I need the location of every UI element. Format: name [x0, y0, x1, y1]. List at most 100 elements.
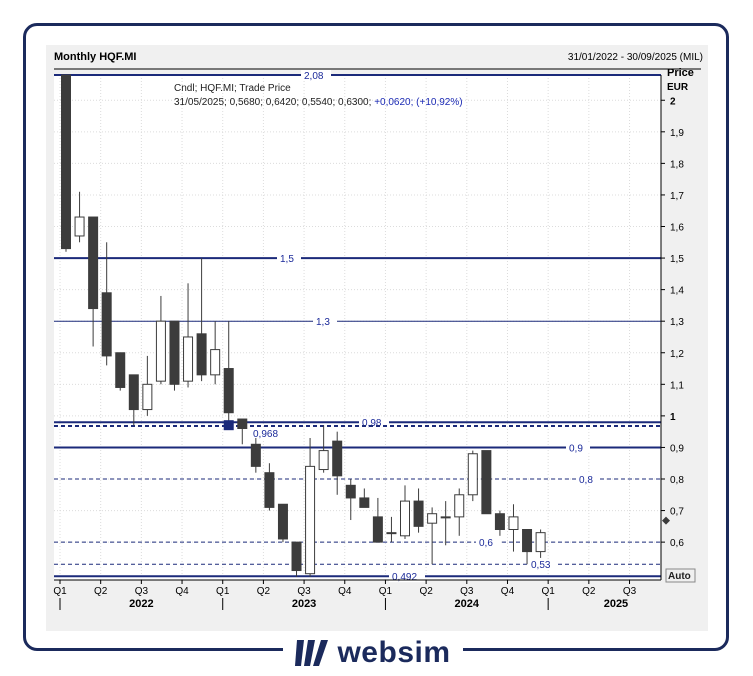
candle-body: [413, 500, 424, 527]
y-axis-unit: EUR: [667, 82, 689, 93]
candle-body: [345, 484, 356, 499]
y-axis-title: Price: [667, 67, 694, 79]
x-quarter-label: Q3: [623, 586, 637, 597]
candle-body: [128, 374, 139, 411]
x-quarter-label: Q4: [175, 586, 189, 597]
candle-body: [101, 292, 112, 357]
x-quarter-label: Q2: [419, 586, 433, 597]
x-quarter-label: Q4: [501, 586, 515, 597]
candle-body: [454, 494, 465, 518]
candle-body: [142, 383, 153, 411]
candle-body: [494, 513, 505, 530]
x-year-label: 2023: [292, 598, 316, 610]
plot-background: [54, 75, 661, 580]
x-quarter-label: Q3: [297, 586, 311, 597]
last-price-marker: [662, 516, 670, 525]
date-range: 31/01/2022 - 30/09/2025 (MIL): [568, 52, 703, 63]
candle-body: [522, 529, 533, 553]
y-tick-label: 1,5: [670, 254, 684, 265]
level-label-bg: [389, 571, 425, 583]
level-label-bg: [277, 253, 301, 265]
level-label: 1,3: [316, 317, 330, 328]
x-quarter-label: Q1: [379, 586, 393, 597]
y-tick-label: 0,8: [670, 475, 684, 486]
x-year-label: 2022: [129, 598, 153, 610]
brand-logo: websim: [283, 633, 463, 673]
legend-change: +0,0620; (+10,92%): [374, 97, 462, 108]
candle-body: [183, 336, 194, 382]
level-label: 0,6: [479, 538, 493, 549]
level-label: 1,5: [280, 254, 294, 265]
candle-body: [196, 333, 207, 376]
candle-body: [169, 320, 180, 385]
auto-scale-label: Auto: [668, 571, 691, 582]
candle-body: [88, 216, 99, 310]
candle-body: [440, 516, 451, 519]
x-quarter-label: Q1: [53, 586, 67, 597]
level-label: 2,08: [304, 71, 324, 82]
candle-body: [535, 532, 546, 553]
level-label-bg: [528, 559, 558, 571]
candle-body: [359, 497, 370, 508]
level-label: 0,8: [579, 475, 593, 486]
level-label-bg: [301, 70, 331, 81]
y-tick-label: 0,9: [670, 443, 684, 454]
candle-body: [400, 500, 410, 537]
x-quarter-label: Q1: [216, 586, 230, 597]
y-tick-label: 1,2: [670, 349, 684, 360]
candle-body: [318, 450, 329, 471]
candlestick-chart: Monthly HQF.MI 31/01/2022 - 30/09/2025 (M…: [53, 51, 703, 610]
x-year-label: 2025: [604, 598, 628, 610]
candle-body: [386, 532, 397, 535]
legend-line-1: Cndl; HQF.MI; Trade Price: [174, 83, 291, 94]
level-label: 0,98: [362, 418, 382, 429]
y-tick-label: 1: [670, 412, 676, 423]
level-label: 0,9: [569, 443, 583, 454]
x-quarter-label: Q2: [582, 586, 596, 597]
candle-body: [427, 513, 438, 524]
x-quarter-label: Q3: [135, 586, 149, 597]
y-tick-label: 1,1: [670, 380, 684, 391]
level-label-bg: [313, 316, 337, 328]
y-tick-label: 1,6: [670, 223, 684, 234]
candle-body: [250, 443, 261, 467]
level-label: 0,968: [253, 429, 278, 440]
level-label-bg: [576, 474, 600, 485]
candle-body: [210, 349, 221, 376]
candle-body: [508, 516, 519, 530]
y-tick-label: 0,7: [670, 507, 684, 518]
level-label-bg: [566, 442, 590, 454]
candle-body: [74, 216, 85, 237]
candle-body: [277, 503, 288, 540]
crosshair-marker: [223, 420, 234, 431]
x-quarter-label: Q2: [257, 586, 271, 597]
candle-body: [237, 418, 248, 429]
candle-body: [115, 352, 126, 388]
websim-logo-icon: [295, 640, 329, 666]
x-quarter-label: Q1: [541, 586, 555, 597]
candle-body: [372, 516, 383, 543]
chart-panel: Monthly HQF.MI 31/01/2022 - 30/09/2025 (M…: [46, 45, 708, 631]
x-quarter-label: Q4: [338, 586, 352, 597]
candle-body: [61, 74, 71, 250]
y-tick-label: 1,9: [670, 128, 684, 139]
auto-scale-button: [665, 568, 696, 583]
candle-body: [223, 368, 234, 414]
x-quarter-label: Q3: [460, 586, 474, 597]
y-tick-label: 1,3: [670, 317, 684, 328]
level-label-bg: [476, 537, 500, 549]
x-quarter-label: Q2: [94, 586, 108, 597]
chart-title: Monthly HQF.MI: [54, 51, 137, 63]
level-label: 0,492: [392, 572, 417, 583]
y-tick-label: 0,6: [670, 538, 684, 549]
level-label-bg: [250, 427, 286, 439]
y-tick-label: 1,8: [670, 159, 684, 170]
candle-body: [305, 465, 316, 575]
candle-body: [291, 541, 302, 572]
y-tick-label: 2: [670, 96, 676, 107]
x-year-label: 2024: [455, 598, 480, 610]
level-label: 0,53: [531, 560, 551, 571]
brand-name: websim: [337, 636, 451, 669]
candle-body: [332, 440, 343, 477]
candle-body: [467, 453, 478, 496]
